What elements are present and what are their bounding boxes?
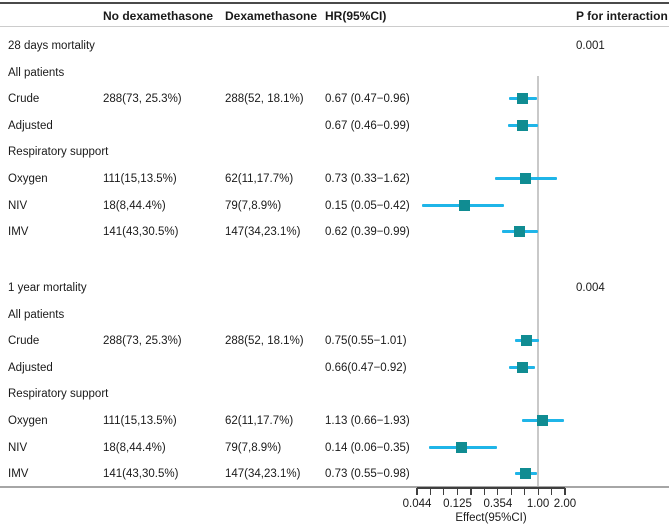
axis-tick	[510, 488, 512, 495]
no-dexamethasone-value: 141(43,30.5%)	[103, 226, 179, 239]
row-label: Crude	[8, 335, 40, 348]
forest-row: NIV 18(8,44.4%) 79(7,8.9%) 0.15 (0.05−0.42)	[0, 200, 669, 215]
forest-row: Oxygen 111(15,13.5%) 62(11,17.7%) 1.13 (0.6…	[0, 415, 669, 430]
axis-tick-label: 0.125	[443, 498, 472, 510]
hr-ci-value: 0.67 (0.46−0.99)	[325, 119, 410, 132]
row-label: Adjusted	[8, 119, 53, 132]
axis-tick-label: 0.044	[402, 498, 432, 510]
dexamethasone-value: 79(7,8.9%)	[225, 199, 282, 212]
dexamethasone-value: 147(34,23.1%)	[225, 468, 301, 481]
point-estimate-marker	[520, 468, 532, 480]
point-estimate-marker	[456, 441, 468, 453]
dexamethasone-value: 79(7,8.9%)	[225, 441, 282, 454]
dexamethasone-value: 62(11,17.7%)	[225, 173, 294, 185]
row-label: Adjusted	[8, 361, 53, 374]
row-label: IMV	[8, 226, 29, 239]
hr-ci-value: 0.15 (0.05−0.42)	[325, 199, 410, 212]
no-dexamethasone-value: 288(73, 25.3%)	[103, 93, 182, 106]
top-border	[0, 2, 669, 4]
hr-ci-value: 0.14 (0.06−0.35)	[325, 441, 410, 454]
forest-row: 1 year mortality 0.004	[0, 282, 669, 297]
no-dexamethasone-value: 288(73, 25.3%)	[103, 335, 182, 348]
forest-row: Respiratory support	[0, 388, 669, 403]
axis-tick	[564, 488, 566, 495]
column-header-hr: HR(95%CI)	[325, 9, 387, 23]
axis-tick-label: 2.00	[553, 498, 577, 510]
no-dexamethasone-value: 18(8,44.4%)	[103, 199, 166, 212]
axis-tick	[443, 488, 445, 495]
x-axis-line	[417, 487, 565, 489]
forest-row: NIV 18(8,44.4%) 79(7,8.9%) 0.14 (0.06−0.35)	[0, 442, 669, 457]
row-label: All patients	[8, 308, 65, 321]
hr-ci-value: 0.62 (0.39−0.99)	[325, 226, 410, 239]
column-header-p-interaction: P for interaction	[576, 9, 668, 23]
row-label: NIV	[8, 199, 28, 212]
p-interaction-value: 0.004	[576, 282, 605, 294]
p-interaction-value: 0.001	[576, 40, 605, 52]
axis-tick-label: 0.354	[483, 498, 513, 510]
column-header-no-dexamethasone: No dexamethasone	[103, 9, 214, 23]
axis-tick	[483, 488, 485, 495]
bottom-border	[0, 486, 669, 488]
point-estimate-marker	[521, 335, 533, 347]
forest-row: 28 days mortality 0.001	[0, 40, 669, 55]
row-label: 1 year mortality	[8, 282, 87, 294]
axis-tick	[550, 488, 553, 495]
column-header-dexamethasone: Dexamethasone	[225, 9, 318, 23]
no-dexamethasone-value: 18(8,44.4%)	[103, 441, 166, 454]
point-estimate-marker	[514, 226, 526, 238]
hr-ci-value: 1.13 (0.66−1.93)	[325, 415, 410, 427]
axis-tick	[537, 488, 539, 495]
forest-row: All patients	[0, 309, 669, 324]
row-label: Oxygen	[8, 415, 48, 427]
x-axis-title: Effect(95%CI)	[455, 512, 527, 524]
point-estimate-marker	[459, 199, 471, 211]
forest-row: Crude 288(73, 25.3%) 288(52, 18.1%) 0.75(0.…	[0, 335, 669, 350]
hr-ci-value: 0.75(0.55−1.01)	[325, 335, 407, 348]
axis-tick	[497, 488, 499, 495]
forest-row: All patients	[0, 67, 669, 82]
forest-row: Adjusted 0.67 (0.46−0.99)	[0, 120, 669, 135]
reference-line	[537, 76, 539, 487]
forest-row: Adjusted 0.66(0.47−0.92)	[0, 362, 669, 377]
row-label: Respiratory support	[8, 388, 109, 401]
point-estimate-marker	[520, 173, 532, 184]
point-estimate-marker	[537, 415, 549, 426]
header-divider	[0, 26, 669, 27]
axis-tick	[416, 488, 418, 495]
point-estimate-marker	[516, 361, 528, 373]
no-dexamethasone-value: 111(15,13.5%)	[103, 173, 177, 185]
axis-tick	[430, 488, 432, 495]
no-dexamethasone-value: 141(43,30.5%)	[103, 468, 179, 481]
forest-row: IMV 141(43,30.5%) 147(34,23.1%) 0.73 (0.55−…	[0, 468, 669, 483]
dexamethasone-value: 288(52, 18.1%)	[225, 335, 304, 348]
axis-tick	[524, 488, 526, 495]
row-label: NIV	[8, 441, 28, 454]
row-label: Crude	[8, 93, 40, 106]
row-label: 28 days mortality	[8, 40, 95, 52]
hr-ci-value: 0.66(0.47−0.92)	[325, 361, 407, 374]
hr-ci-value: 0.67 (0.47−0.96)	[325, 93, 410, 106]
axis-tick-label: 1.00	[526, 498, 550, 510]
row-label: Respiratory support	[8, 146, 109, 159]
row-label: All patients	[8, 66, 65, 79]
forest-row: Respiratory support	[0, 146, 669, 161]
forest-row: Oxygen 111(15,13.5%) 62(11,17.7%) 0.73 (0.3…	[0, 173, 669, 188]
dexamethasone-value: 147(34,23.1%)	[225, 226, 301, 239]
hr-ci-value: 0.73 (0.55−0.98)	[325, 468, 410, 481]
forest-row: Crude 288(73, 25.3%) 288(52, 18.1%) 0.67 (0…	[0, 93, 669, 108]
no-dexamethasone-value: 111(15,13.5%)	[103, 415, 177, 427]
row-label: Oxygen	[8, 173, 48, 185]
hr-ci-value: 0.73 (0.33−1.62)	[325, 173, 410, 185]
axis-tick	[456, 488, 459, 495]
forest-row: IMV 141(43,30.5%) 147(34,23.1%) 0.62 (0.39−…	[0, 226, 669, 241]
dexamethasone-value: 288(52, 18.1%)	[225, 93, 304, 106]
row-label: IMV	[8, 468, 29, 481]
point-estimate-marker	[517, 119, 529, 131]
point-estimate-marker	[517, 93, 529, 105]
dexamethasone-value: 62(11,17.7%)	[225, 415, 294, 427]
axis-tick	[470, 488, 472, 495]
